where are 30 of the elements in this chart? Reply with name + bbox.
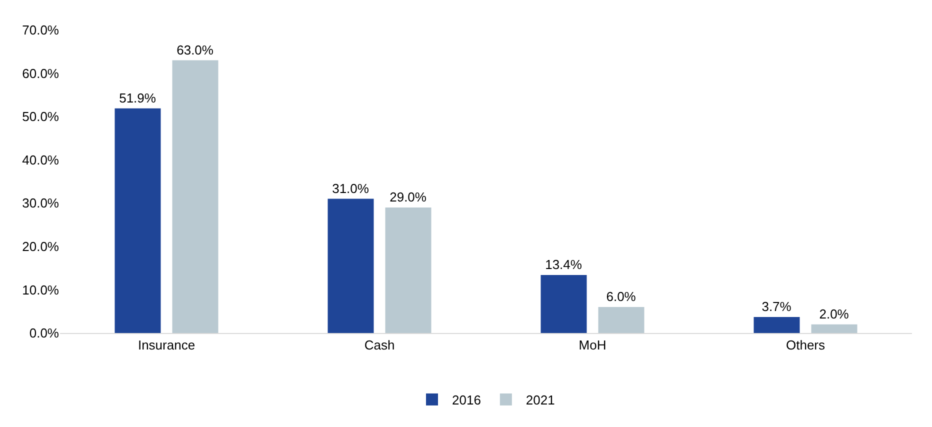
data-label: 51.9%	[119, 90, 156, 106]
y-tick-label: 30.0%	[22, 196, 60, 211]
x-tick-label: Insurance	[138, 338, 196, 353]
y-tick-label: 50.0%	[22, 109, 60, 124]
bar	[385, 207, 432, 333]
data-label: 2.0%	[819, 306, 850, 322]
y-tick-label: 20.0%	[22, 238, 60, 254]
data-label: 31.0%	[332, 180, 370, 196]
bar	[598, 307, 644, 333]
x-tick-label: Cash	[364, 338, 395, 353]
bar	[754, 316, 800, 333]
bar	[328, 198, 374, 333]
data-label: 6.0%	[606, 289, 636, 304]
bar	[811, 324, 858, 333]
bar	[172, 60, 218, 333]
y-tick-label: 70.0%	[22, 22, 60, 38]
bar	[540, 275, 587, 333]
y-tick-label: 60.0%	[22, 66, 60, 81]
x-tick-label: MoH	[578, 338, 606, 353]
y-tick-label: 10.0%	[22, 282, 60, 298]
x-tick-label: Others	[786, 338, 826, 353]
data-label: 29.0%	[390, 189, 427, 204]
y-tick-label: 40.0%	[22, 152, 60, 168]
data-label: 13.4%	[545, 257, 582, 272]
bar	[114, 108, 161, 333]
legend-label: 2021	[526, 392, 555, 408]
legend-label: 2016	[452, 392, 481, 408]
data-label: 63.0%	[176, 42, 214, 58]
data-label: 3.7%	[762, 298, 792, 314]
y-tick-label: 0.0%	[29, 326, 60, 341]
